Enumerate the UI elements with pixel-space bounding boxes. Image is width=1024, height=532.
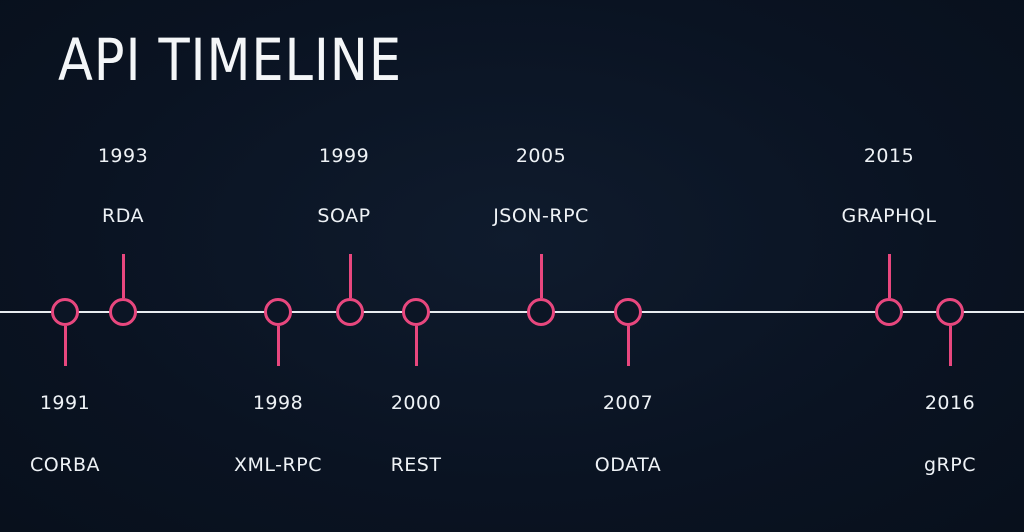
event-year: 1999 — [318, 145, 370, 167]
event-node — [264, 298, 292, 326]
event-year: 2000 — [390, 392, 442, 414]
event-stem — [948, 326, 952, 366]
event-stem — [121, 254, 125, 298]
event-stem — [414, 326, 418, 366]
event-name: ODATA — [594, 454, 662, 476]
event-stem — [887, 254, 891, 298]
event-stem — [626, 326, 630, 366]
event-year: 1998 — [252, 392, 304, 414]
event-node — [109, 298, 137, 326]
event-node — [875, 298, 903, 326]
event-name: GRAPHQL — [841, 205, 937, 227]
event-node — [51, 298, 79, 326]
event-year: 1991 — [39, 392, 91, 414]
event-node — [527, 298, 555, 326]
event-year: 2016 — [924, 392, 976, 414]
event-name: SOAP — [317, 205, 371, 227]
event-stem — [276, 326, 280, 366]
event-name: XML-RPC — [234, 454, 322, 476]
timeline-axis — [0, 311, 1024, 313]
event-node — [402, 298, 430, 326]
page-title: API TIMELINE — [58, 26, 402, 94]
event-name: JSON-RPC — [493, 205, 589, 227]
event-stem — [63, 326, 67, 366]
event-name: CORBA — [30, 454, 100, 476]
event-stem — [539, 254, 543, 298]
event-stem — [348, 254, 352, 298]
event-year: 2005 — [515, 145, 567, 167]
event-name: gRPC — [924, 454, 976, 476]
event-name: REST — [390, 454, 442, 476]
event-year: 2015 — [863, 145, 915, 167]
event-year: 1993 — [97, 145, 149, 167]
event-node — [336, 298, 364, 326]
event-name: RDA — [102, 205, 144, 227]
event-node — [936, 298, 964, 326]
event-year: 2007 — [602, 392, 654, 414]
event-node — [614, 298, 642, 326]
